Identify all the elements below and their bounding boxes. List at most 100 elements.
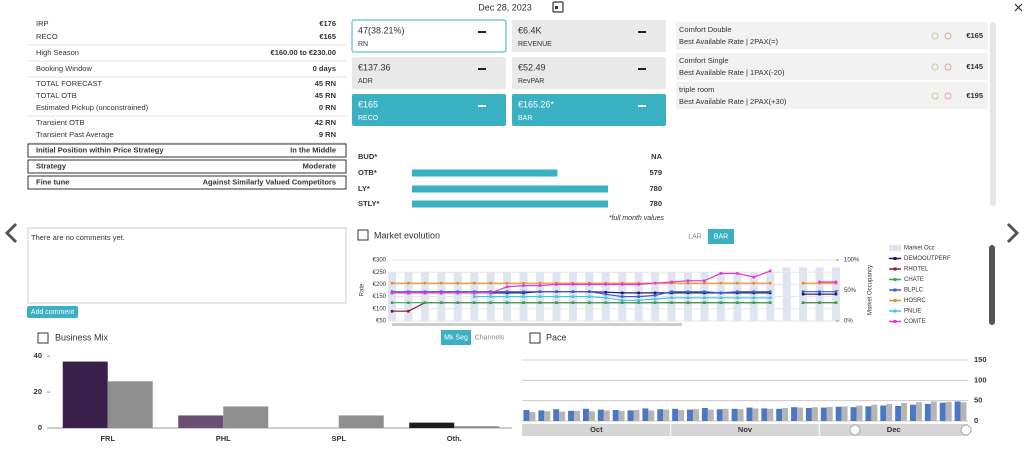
toggle-button[interactable] xyxy=(708,229,734,244)
budget-bar xyxy=(412,169,558,177)
kpi-value: €52.49 xyxy=(518,62,546,72)
add-comment-button[interactable]: Add comment xyxy=(27,306,78,318)
series-marker xyxy=(834,290,838,294)
summary-value: €160.00 to €230.00 xyxy=(271,48,336,57)
strategy-value: Against Similarly Valued Competitors xyxy=(203,177,336,186)
y-tick-label: €200 xyxy=(373,282,387,288)
room-price: €145 xyxy=(966,62,983,71)
room-rate: Best Available Rate | 1PAX(-20) xyxy=(679,68,785,77)
toggle-label: BAR xyxy=(714,233,728,240)
range-handle[interactable] xyxy=(849,424,861,436)
prev-arrow[interactable] xyxy=(4,222,18,244)
bar xyxy=(716,409,723,421)
series-marker xyxy=(555,290,558,294)
thumb-up[interactable] xyxy=(931,32,939,40)
series-marker xyxy=(472,301,476,304)
range-slider[interactable] xyxy=(392,323,682,326)
occupancy-bar xyxy=(782,267,791,321)
legend-marker xyxy=(893,267,897,271)
bar xyxy=(409,422,455,428)
series-marker xyxy=(752,275,756,279)
bar xyxy=(618,410,625,421)
legend-label: PNLIE xyxy=(904,309,921,315)
summary-value: €165 xyxy=(319,32,336,41)
strategy-label: Strategy xyxy=(36,161,67,170)
series-marker xyxy=(538,301,542,304)
kpi-tile[interactable] xyxy=(352,57,506,89)
legend-marker xyxy=(893,320,897,323)
legend-marker xyxy=(893,288,897,292)
series-marker xyxy=(768,290,772,294)
thumb-up[interactable] xyxy=(931,63,939,71)
toggle-button[interactable] xyxy=(682,229,708,244)
series-marker xyxy=(472,281,476,285)
series-marker xyxy=(653,291,657,295)
bar xyxy=(782,407,789,421)
summary-value: 45 RN xyxy=(315,91,336,100)
series-marker xyxy=(522,295,525,298)
series-marker xyxy=(703,301,706,304)
expand-icon[interactable] xyxy=(529,332,541,344)
bar xyxy=(776,408,783,421)
y2-tick-label: 50% xyxy=(844,288,857,294)
room-rate: Best Available Rate | 2PAX(=) xyxy=(679,37,779,46)
bar xyxy=(915,402,922,421)
thumb-up[interactable] xyxy=(931,92,939,100)
budget-value: 780 xyxy=(649,184,662,193)
calendar-icon[interactable] xyxy=(552,1,564,13)
summary-label: Transient Past Average xyxy=(36,130,114,139)
toggle-button[interactable] xyxy=(441,330,471,345)
close-button[interactable] xyxy=(1014,3,1023,12)
bar xyxy=(954,401,961,421)
expand-icon[interactable] xyxy=(37,332,49,344)
bar xyxy=(939,402,946,421)
series-marker xyxy=(505,285,509,289)
expand-icon[interactable] xyxy=(357,229,369,241)
bar xyxy=(826,406,833,421)
kpi-tile[interactable] xyxy=(512,94,666,126)
series-marker xyxy=(604,290,608,294)
thumb-down[interactable] xyxy=(944,63,952,71)
scrollbar xyxy=(990,22,996,206)
series-marker xyxy=(522,281,525,285)
kpi-tile[interactable] xyxy=(512,20,666,52)
legend-label: HOSRC xyxy=(904,298,926,304)
series-marker xyxy=(489,281,492,285)
kpi-tile[interactable] xyxy=(512,57,666,89)
toggle-button[interactable] xyxy=(471,330,508,345)
series-marker xyxy=(456,291,460,295)
thumb-down[interactable] xyxy=(944,32,952,40)
thumb-down[interactable] xyxy=(944,92,952,100)
kpi-tile[interactable] xyxy=(351,19,507,53)
series-marker xyxy=(571,283,575,286)
room-name: triple room xyxy=(679,85,714,94)
y2-axis-label: Market Occupancy xyxy=(868,265,874,315)
bar xyxy=(544,411,551,421)
next-arrow[interactable] xyxy=(1006,222,1020,244)
bar xyxy=(880,405,887,421)
bar xyxy=(223,406,269,428)
series-marker xyxy=(653,301,657,304)
y-tick-label: 40 xyxy=(34,351,42,360)
bar xyxy=(731,408,738,421)
budget-label: OTB* xyxy=(358,168,377,177)
kpi-tile[interactable] xyxy=(352,94,506,126)
series-marker xyxy=(686,279,690,283)
range-handle[interactable] xyxy=(960,424,972,436)
kpi-value: €6.4K xyxy=(518,25,542,35)
series-marker xyxy=(703,296,706,300)
series-marker xyxy=(653,294,657,297)
series-marker xyxy=(637,301,640,304)
bar xyxy=(529,412,536,421)
series-marker xyxy=(719,296,723,300)
legend-label: COMTE xyxy=(904,319,926,325)
series-marker xyxy=(637,298,640,302)
series-marker xyxy=(768,269,772,273)
bar xyxy=(895,405,902,421)
series-marker xyxy=(768,296,772,300)
series-marker xyxy=(670,290,673,294)
series-marker xyxy=(588,290,591,294)
kpi-value: €165 xyxy=(358,99,378,109)
kpi-value: 47(38.21%) xyxy=(358,25,405,35)
